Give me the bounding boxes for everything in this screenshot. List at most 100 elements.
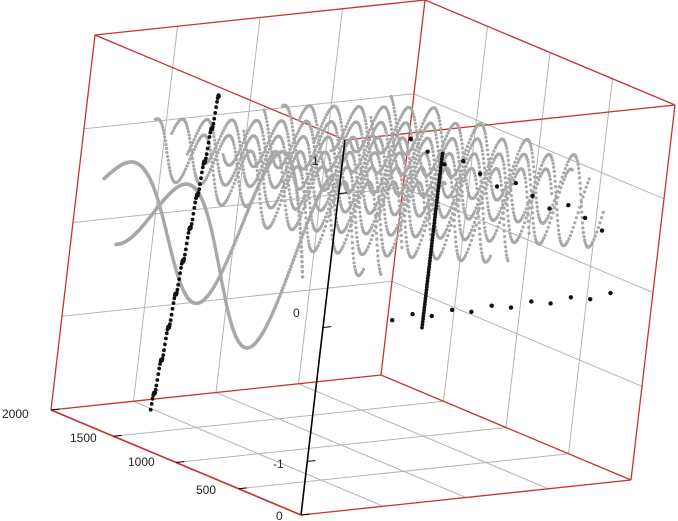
light-point — [512, 214, 516, 218]
light-point — [174, 124, 178, 128]
dark-point — [530, 193, 535, 198]
light-point — [453, 168, 457, 172]
light-point — [284, 156, 288, 161]
dark-point — [427, 264, 432, 269]
light-point — [216, 141, 220, 145]
light-point — [469, 238, 473, 243]
light-point — [463, 174, 468, 178]
light-point — [361, 228, 365, 232]
light-point — [476, 202, 480, 206]
dark-point — [442, 162, 447, 167]
light-point — [346, 164, 350, 168]
light-point — [430, 143, 434, 147]
light-point — [330, 228, 334, 232]
light-point — [421, 224, 425, 228]
dark-point — [439, 157, 444, 162]
z-tick-mark — [322, 326, 332, 328]
light-point — [317, 241, 322, 245]
light-point — [283, 280, 288, 284]
light-point — [382, 164, 386, 168]
light-point — [246, 139, 250, 143]
light-point — [222, 155, 226, 159]
light-point — [424, 116, 428, 120]
light-point — [430, 180, 434, 184]
light-point — [500, 188, 504, 192]
light-point — [334, 157, 338, 161]
light-point — [487, 212, 491, 216]
light-point — [338, 155, 342, 159]
light-point — [502, 229, 506, 233]
light-point — [409, 158, 413, 163]
light-point — [307, 172, 312, 176]
light-point — [361, 267, 366, 271]
light-point — [325, 219, 329, 224]
light-point — [397, 220, 401, 224]
dark-point — [439, 160, 444, 165]
light-point — [281, 286, 285, 290]
light-point — [567, 157, 572, 161]
light-point — [194, 176, 198, 180]
light-point — [439, 131, 443, 135]
light-point — [244, 180, 248, 184]
light-point — [309, 185, 313, 190]
light-point — [214, 189, 218, 194]
light-point — [507, 228, 512, 232]
light-point — [388, 116, 392, 121]
light-point — [245, 131, 249, 136]
light-point — [422, 128, 426, 132]
light-point — [416, 146, 421, 150]
light-point — [466, 170, 470, 174]
light-point — [366, 138, 370, 142]
dark-point — [420, 325, 424, 330]
light-point — [507, 168, 511, 172]
light-point — [186, 161, 190, 165]
light-point — [286, 219, 290, 223]
light-point — [403, 194, 407, 198]
light-point — [527, 206, 532, 210]
light-point — [479, 194, 483, 198]
light-point — [423, 208, 427, 212]
dark-point — [200, 170, 204, 175]
light-point — [456, 151, 460, 155]
dark-point — [426, 273, 431, 278]
light-point — [297, 118, 301, 122]
light-point — [382, 248, 386, 253]
light-point — [309, 157, 313, 161]
light-point — [312, 151, 316, 155]
light-point — [439, 148, 443, 152]
light-point — [436, 155, 440, 159]
light-point — [434, 169, 438, 173]
light-point — [394, 121, 398, 125]
light-point — [213, 186, 217, 190]
light-point — [426, 193, 430, 197]
light-point — [369, 226, 373, 230]
light-point — [188, 147, 192, 151]
light-point — [464, 148, 468, 152]
light-point — [358, 172, 362, 176]
light-point — [449, 216, 453, 220]
light-point — [456, 204, 460, 208]
light-point — [286, 135, 290, 139]
light-point — [231, 243, 236, 248]
light-point — [190, 152, 194, 156]
light-point — [421, 141, 425, 145]
light-point — [359, 169, 363, 173]
light-point — [459, 169, 464, 173]
light-point — [427, 207, 431, 211]
light-point — [329, 223, 333, 227]
light-point — [531, 221, 535, 225]
dark-point — [432, 224, 436, 228]
light-point — [310, 172, 314, 176]
light-point — [579, 204, 584, 208]
light-point — [308, 245, 312, 249]
light-point — [288, 166, 292, 170]
box-edge — [94, 34, 346, 141]
light-point — [355, 240, 360, 244]
light-point — [518, 232, 522, 237]
light-point — [310, 133, 315, 137]
light-point — [306, 143, 310, 147]
light-point — [400, 219, 405, 223]
light-point — [427, 186, 431, 190]
light-point — [431, 196, 435, 201]
light-point — [449, 223, 453, 227]
